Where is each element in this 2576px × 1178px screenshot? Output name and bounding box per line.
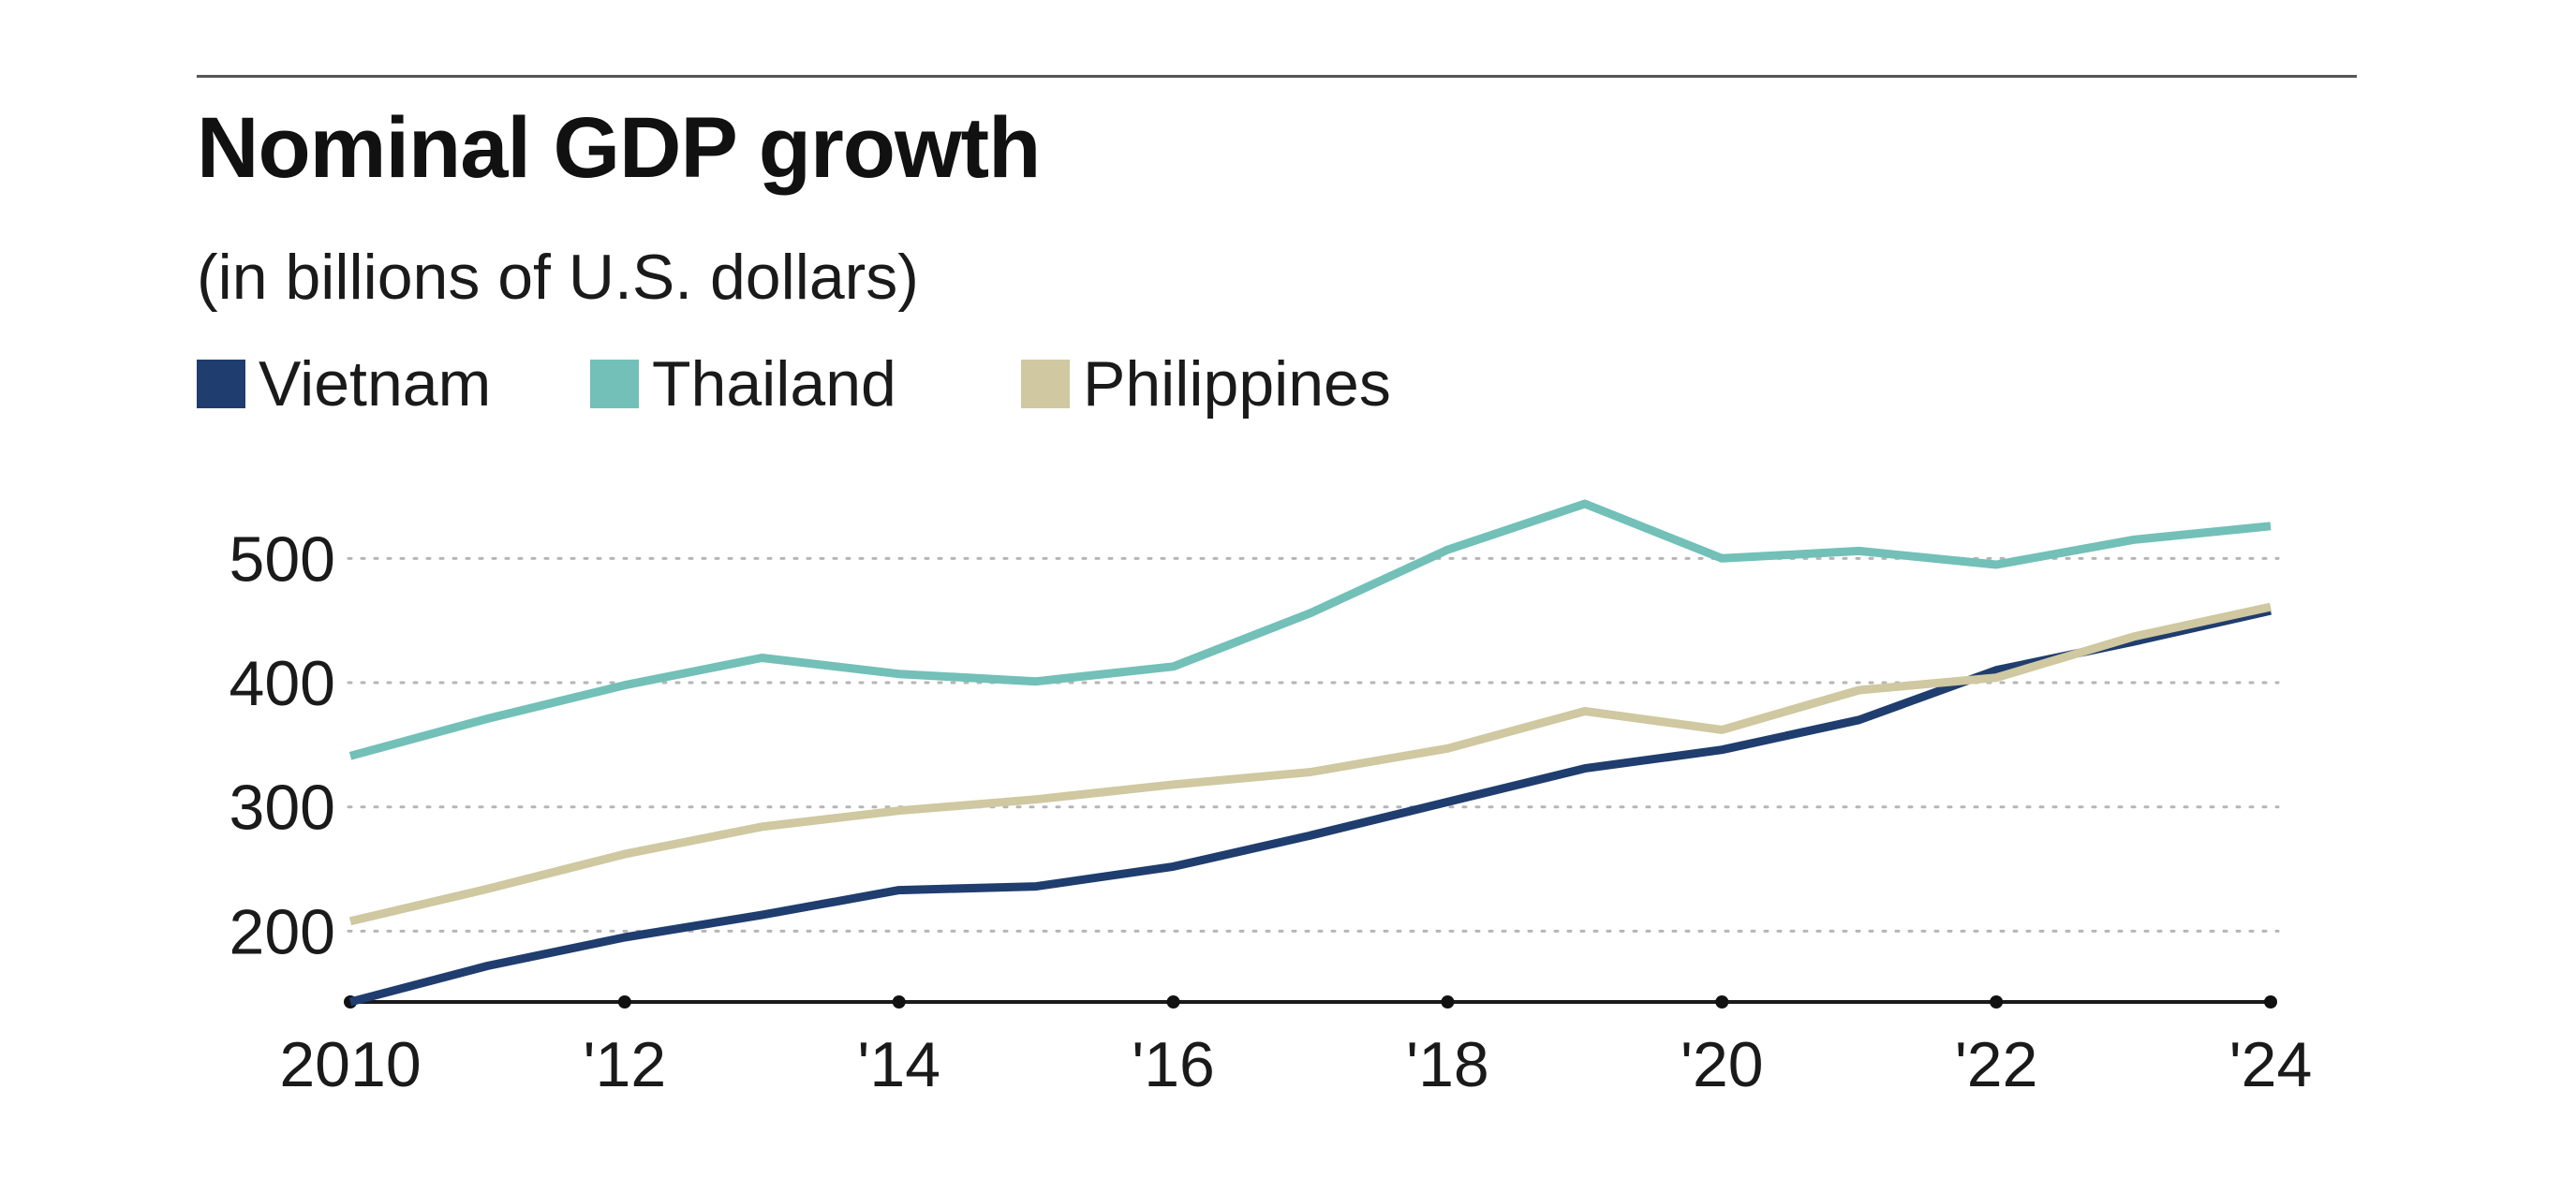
x-tick-2014 [893,995,906,1009]
x-tick-2022 [1990,995,2003,1009]
x-tick-label-2022: '22 [1955,1029,2038,1100]
x-axis [344,995,2277,1009]
y-tick-label-300: 300 [229,773,335,844]
series-line-philippines [350,607,2271,921]
x-tick-label-2012: '12 [584,1029,667,1100]
x-tick-label-2024: '24 [2229,1029,2313,1100]
x-tick-2024 [2264,995,2277,1009]
x-tick-label-2020: '20 [1680,1029,1764,1100]
x-tick-2012 [618,995,631,1009]
series-layer [350,504,2271,1002]
x-tick-2018 [1441,995,1454,1009]
x-tick-2020 [1715,995,1728,1009]
x-tick-2016 [1167,995,1180,1009]
x-tick-label-2016: '16 [1132,1029,1215,1100]
line-chart: 200 300 400 500 2010 '12 '14 '16 '18 '20 '22 '24 [0,0,2576,1178]
x-tick-label-2014: '14 [857,1029,940,1100]
y-tick-label-200: 200 [229,896,335,967]
y-tick-label-500: 500 [229,523,335,595]
series-line-thailand [350,504,2271,756]
y-tick-label-400: 400 [229,648,335,719]
x-tick-label-2010: 2010 [279,1029,421,1100]
tick-labels: 200 300 400 500 2010 '12 '14 '16 '18 '20 '22 '24 [229,523,2313,1100]
x-tick-label-2018: '18 [1406,1029,1489,1100]
